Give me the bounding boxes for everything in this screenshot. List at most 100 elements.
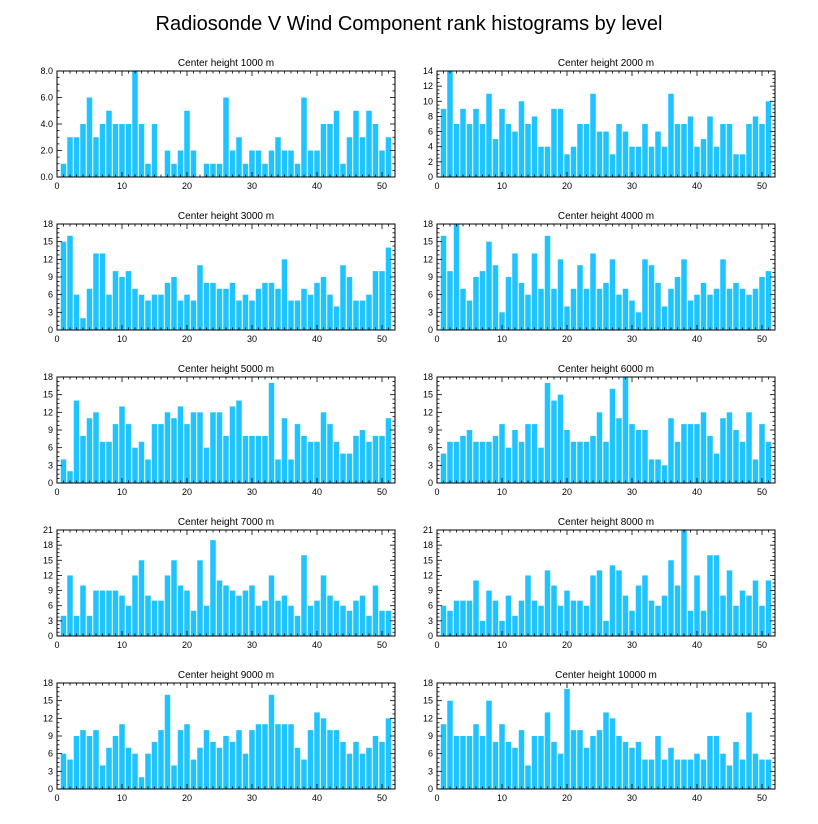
bar [294, 424, 301, 483]
bar [281, 418, 288, 483]
bar [518, 282, 525, 330]
bar [486, 241, 492, 330]
bar [242, 590, 249, 636]
bar [525, 765, 531, 789]
bar [80, 318, 86, 330]
bar [681, 424, 687, 483]
bar [570, 146, 577, 177]
bar [642, 430, 648, 483]
x-tick-label: 20 [182, 793, 192, 803]
bar [242, 753, 249, 789]
bar [525, 294, 531, 330]
bar [486, 93, 492, 177]
bar [106, 294, 112, 330]
bar [242, 294, 249, 330]
bar [505, 595, 512, 636]
bar [333, 110, 340, 177]
x-tick-label: 30 [247, 487, 257, 497]
bar [622, 595, 629, 636]
bar [249, 730, 255, 789]
bar [622, 288, 629, 330]
bar [119, 277, 125, 330]
bar [320, 124, 327, 177]
bar [479, 124, 486, 177]
bar [440, 453, 447, 483]
bar [668, 747, 674, 789]
y-tick-label: 12 [43, 713, 53, 723]
bar [674, 441, 681, 483]
bar [616, 418, 622, 483]
y-tick-label: 15 [43, 390, 53, 400]
bar [531, 424, 538, 483]
bar [145, 595, 151, 636]
bar [184, 590, 190, 636]
bar [544, 146, 551, 177]
bar [564, 306, 570, 330]
bar [366, 615, 372, 636]
bar [525, 124, 531, 177]
x-tick-label: 10 [117, 334, 127, 344]
bar [119, 124, 125, 177]
bar [609, 718, 616, 789]
bar [301, 435, 307, 483]
bar [726, 124, 733, 177]
bar [340, 741, 346, 789]
bar [216, 163, 223, 177]
x-tick-label: 50 [757, 181, 767, 191]
bar [453, 124, 460, 177]
bar [583, 605, 590, 636]
bar [203, 605, 210, 636]
y-tick-label: 6 [48, 290, 53, 300]
bar [249, 300, 255, 330]
x-tick-label: 40 [312, 181, 322, 191]
bar [668, 560, 674, 636]
bar [752, 753, 759, 789]
bar [255, 435, 262, 483]
bar [700, 282, 707, 330]
bar [596, 730, 603, 789]
bar [577, 730, 583, 789]
bar [112, 124, 119, 177]
bar [564, 430, 570, 483]
bar [281, 259, 288, 330]
bar [453, 224, 460, 330]
x-tick-label: 20 [182, 487, 192, 497]
bar [739, 441, 746, 483]
y-tick-label: 12 [43, 254, 53, 264]
bar [177, 730, 184, 789]
bar [151, 600, 158, 636]
bar [145, 753, 151, 789]
y-tick-label: 3 [48, 616, 53, 626]
bar [713, 453, 720, 483]
bar [190, 150, 197, 177]
bar [473, 441, 479, 483]
bar [739, 154, 746, 177]
x-tick-label: 0 [434, 487, 439, 497]
bar [346, 753, 353, 789]
bar [752, 116, 759, 177]
y-tick-label: 9 [428, 272, 433, 282]
bar [505, 447, 512, 483]
x-tick-label: 10 [117, 181, 127, 191]
y-tick-label: 15 [43, 555, 53, 565]
bar [320, 575, 327, 636]
bar [190, 412, 197, 483]
bar [590, 253, 596, 330]
bar [112, 424, 119, 483]
y-tick-label: 9 [428, 586, 433, 596]
x-tick-label: 20 [182, 640, 192, 650]
y-tick-label: 6.0 [40, 93, 53, 103]
x-tick-label: 30 [627, 793, 637, 803]
bar [294, 163, 301, 177]
x-tick-label: 40 [692, 487, 702, 497]
panel-title: Center height 2000 m [558, 58, 654, 69]
bar [661, 146, 668, 177]
bar [236, 400, 242, 483]
bar [726, 765, 733, 789]
panel-10: Center height 10000 m 0 10 20 30 40 50 0 3 6 9 12 15… [423, 670, 776, 803]
bar [746, 412, 752, 483]
bar [674, 585, 681, 636]
bar [499, 620, 505, 636]
bar [720, 753, 726, 789]
y-tick-label: 12 [423, 407, 433, 417]
